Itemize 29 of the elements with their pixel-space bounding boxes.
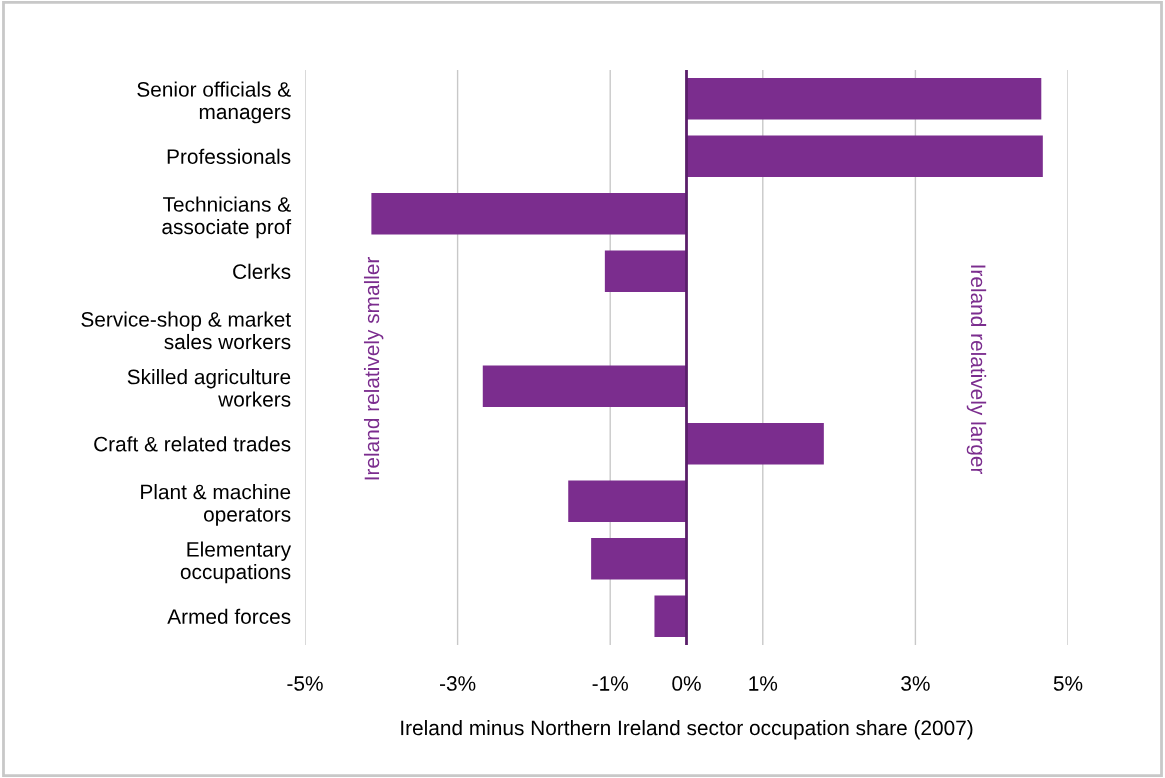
- annotation: Ireland relatively smaller: [363, 257, 384, 480]
- x-tick-label: 5%: [1053, 676, 1083, 691]
- y-tick-label: Technicians & associate prof: [162, 196, 292, 239]
- bar: [686, 78, 1042, 120]
- y-tick-label: Senior officials & managers: [137, 81, 291, 124]
- y-tick-label: Plant & machine operators: [141, 483, 291, 526]
- x-tick-label: 1%: [749, 676, 778, 691]
- x-tick-label: 3%: [901, 676, 930, 691]
- y-tick-label: Service-shop & market sales workers: [81, 311, 291, 350]
- bar: [686, 135, 1043, 177]
- y-tick-label: Elementary occupations: [180, 541, 292, 584]
- bar: [482, 365, 687, 407]
- bar: [371, 193, 687, 235]
- bar: [568, 480, 687, 522]
- y-tick-label: Armed forces: [167, 608, 291, 624]
- y-tick-label: Professionals: [167, 148, 291, 164]
- x-tick-label: -3%: [440, 676, 476, 691]
- bar: [686, 423, 824, 465]
- x-tick-label: -5%: [287, 676, 323, 691]
- x-tick-label: -1%: [592, 676, 628, 691]
- y-tick-label: Craft & related trades: [94, 436, 291, 452]
- y-tick-label: Clerks: [233, 263, 291, 279]
- bar: [591, 538, 687, 580]
- bar: [604, 250, 687, 292]
- x-tick-label: 0%: [672, 676, 701, 691]
- annotation: Ireland relatively larger: [966, 265, 987, 475]
- x-axis-title: Ireland minus Northern Ireland sector occupation share (2007): [401, 719, 973, 740]
- bar: [654, 595, 687, 637]
- y-tick-label: Skilled agriculture workers: [127, 368, 291, 407]
